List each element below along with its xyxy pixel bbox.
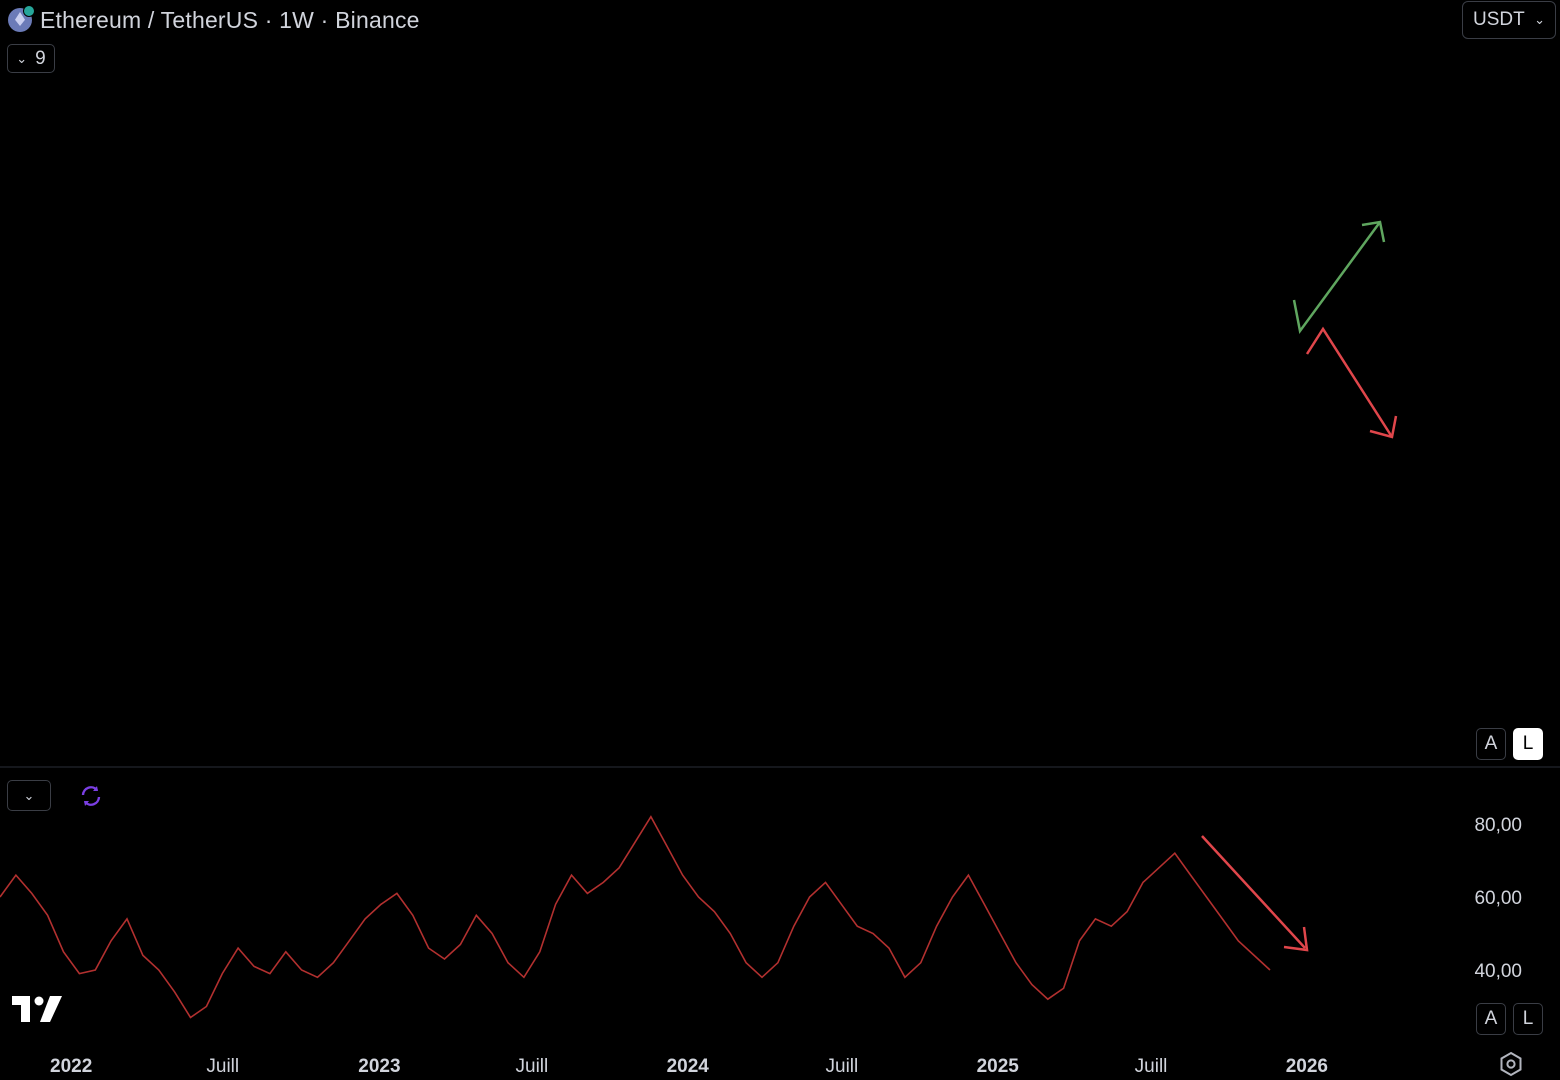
time-tick-label: Juill [206, 1056, 239, 1077]
rsi-tick-label: 80,00 [1474, 815, 1522, 836]
chevron-down-icon: ⌄ [1534, 12, 1545, 27]
bullish-arrowhead [1361, 220, 1386, 243]
rsi-tick-label: 40,00 [1474, 961, 1522, 982]
auto-scale-button[interactable]: A [1476, 728, 1506, 760]
time-tick-label: 2026 [1286, 1056, 1328, 1077]
rsi-log-scale-button[interactable]: L [1513, 1003, 1543, 1035]
time-tick-label: 2025 [977, 1056, 1020, 1077]
exchange-badge-icon [23, 5, 35, 17]
rsi-trend-arrowhead [1283, 926, 1309, 952]
currency-select[interactable]: USDT ⌄ [1462, 1, 1556, 39]
settings-gear-icon[interactable] [1498, 1051, 1524, 1077]
time-tick-label: Juill [516, 1056, 549, 1077]
rsi-trend-arrow [1201, 835, 1306, 949]
rsi-pane [0, 815, 1309, 1019]
time-tick-label: 2024 [667, 1056, 710, 1077]
time-tick-label: Juill [826, 1056, 859, 1077]
rsi-tick-label: 60,00 [1474, 888, 1522, 909]
rsi-axis[interactable]: 80,00 60,00 40,00 [1474, 815, 1522, 982]
tradingview-logo-icon[interactable] [12, 996, 62, 1022]
bearish-arrow [1305, 326, 1394, 438]
rsi-auto-scale-button[interactable]: A [1476, 1003, 1506, 1035]
time-tick-label: 2022 [50, 1056, 92, 1077]
indicators-toggle-button[interactable]: ⌄ 9 [7, 44, 55, 73]
chevron-down-icon: ⌄ [16, 50, 28, 66]
symbol-header[interactable]: Ethereum / TetherUS · 1W · Binance [8, 5, 420, 35]
ethereum-icon [8, 5, 35, 32]
time-tick-label: Juill [1135, 1056, 1168, 1077]
time-tick-label: 2023 [358, 1056, 400, 1077]
time-axis[interactable]: 2022 Juill 2023 Juill 2024 Juill 2025 Juill 2026 [50, 1056, 1328, 1077]
chevron-down-icon: ⌄ [23, 787, 35, 803]
symbol-title[interactable]: Ethereum / TetherUS · 1W · Binance [40, 6, 420, 33]
scenario-arrows [1292, 220, 1398, 439]
rsi-line [0, 815, 1271, 1019]
sync-icon[interactable] [78, 783, 104, 809]
rsi-pane-toggle-button[interactable]: ⌄ [7, 780, 51, 811]
bullish-arrow [1292, 221, 1382, 335]
indicator-count: 9 [35, 47, 46, 69]
bearish-arrowhead [1369, 415, 1398, 439]
currency-label: USDT [1473, 9, 1525, 30]
log-scale-button[interactable]: L [1513, 728, 1543, 760]
